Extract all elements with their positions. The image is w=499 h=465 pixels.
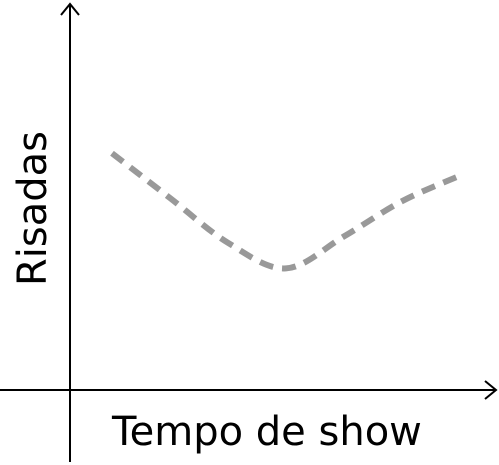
x-axis-label: Tempo de show [111, 409, 422, 455]
y-axis-arrow [60, 2, 80, 16]
y-axis-label: Risadas [10, 131, 56, 286]
series-group [110, 150, 462, 272]
series-line-0 [110, 150, 462, 272]
x-axis-arrow [484, 380, 498, 400]
